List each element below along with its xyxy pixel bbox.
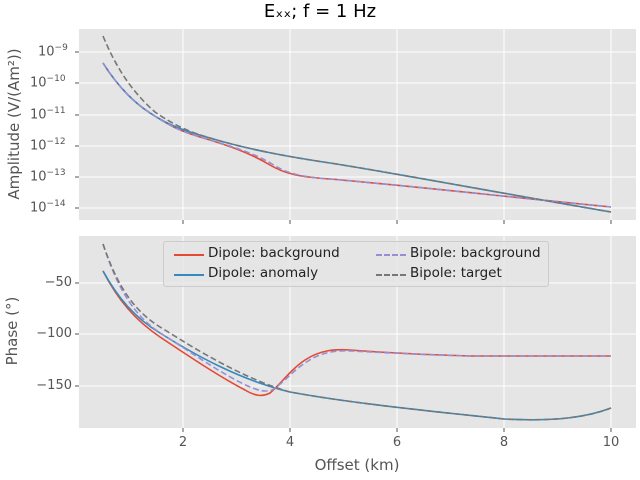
x-tick-label: 8 — [499, 435, 509, 450]
y-tick-label: 10−12 — [30, 137, 66, 154]
legend-swatch-dipole-anomaly — [174, 274, 204, 276]
x-tick-label: 10 — [602, 435, 620, 450]
legend-label: Dipole: anomaly — [208, 265, 319, 281]
legend-label: Bipole: background — [410, 245, 541, 261]
tick-marks — [75, 51, 612, 432]
y-tick-label: 10−9 — [38, 43, 68, 60]
phase-bipole-target — [102, 243, 612, 421]
x-tick-label: 6 — [392, 435, 402, 450]
amp-bipole-target — [102, 35, 612, 213]
chart-title: Eₓₓ; f = 1 Hz — [263, 1, 377, 22]
phase-axis-label: Phase (°) — [3, 296, 21, 366]
legend-swatch-bipole-target — [376, 274, 406, 276]
grid-lines — [79, 29, 636, 428]
legend: Dipole: background Dipole: anomaly Bipol… — [163, 241, 549, 287]
y-tick-label: −50 — [44, 275, 72, 290]
phase-curves — [102, 243, 612, 421]
y-tick-label: 10−14 — [30, 199, 66, 216]
amp-bipole-background — [102, 62, 612, 208]
y-tick-label: 10−10 — [30, 74, 66, 91]
x-tick-label: 2 — [178, 435, 188, 450]
legend-label: Dipole: background — [208, 245, 340, 261]
offset-axis-label: Offset (km) — [314, 456, 400, 474]
y-tick-label: 10−11 — [30, 106, 66, 123]
amplitude-axis-label: Amplitude (V/(Am²)) — [5, 48, 23, 200]
phase-bipole-background — [102, 243, 611, 392]
legend-label: Bipole: target — [410, 265, 502, 281]
y-tick-label: −100 — [36, 326, 72, 341]
x-tick-label: 4 — [285, 435, 295, 450]
y-tick-label: −150 — [36, 378, 72, 393]
legend-swatch-dipole-background — [174, 254, 204, 256]
y-tick-label: 10−13 — [30, 168, 66, 185]
legend-swatch-bipole-background — [376, 254, 406, 256]
amplitude-curves — [102, 35, 612, 213]
amplitude-axes — [79, 29, 636, 220]
